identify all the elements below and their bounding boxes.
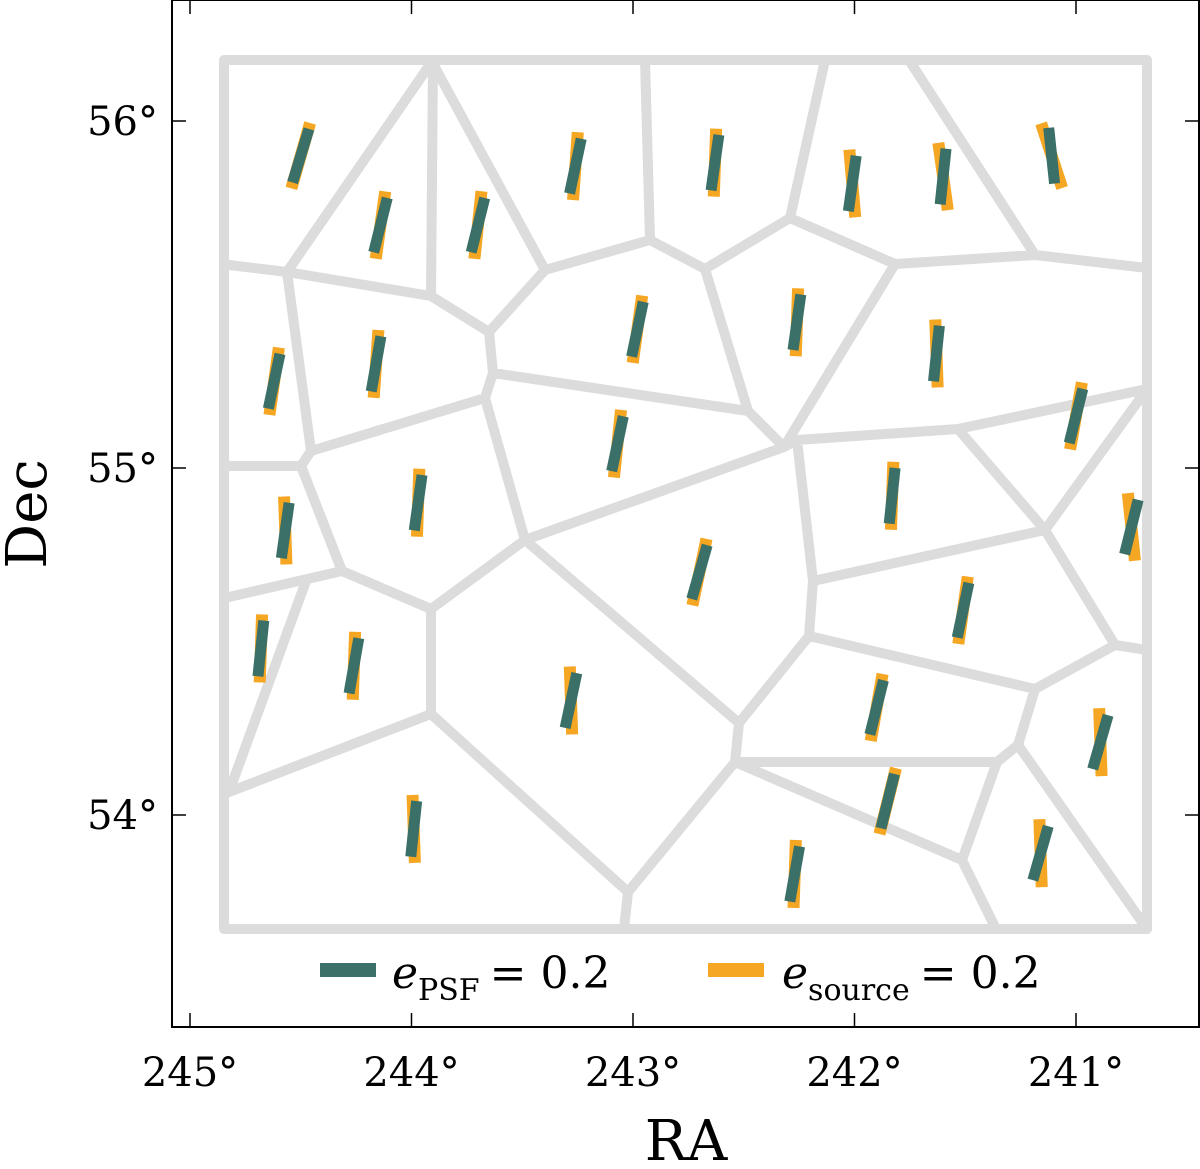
x-tick-label-0: 245° [142, 1050, 238, 1096]
x-tick-label-1: 244° [363, 1050, 459, 1096]
psf-whisker-11 [787, 293, 807, 351]
legend-item-psf: ePSF = 0.2 [320, 948, 610, 1008]
psf-whisker-21 [252, 620, 270, 677]
psf-whisker-20 [951, 581, 975, 639]
psf-whisker-13 [1063, 387, 1089, 445]
psf-whisker-7 [1043, 127, 1061, 185]
psf-whisker-16 [408, 474, 428, 532]
outer-field-boundary [219, 55, 1152, 934]
psf-whisker-6 [934, 148, 952, 205]
legend-psf-value: = 0.2 [490, 948, 611, 999]
psf-whisker-17 [883, 467, 901, 525]
psf-whisker-15 [275, 501, 295, 559]
whisker-marks [252, 121, 1144, 909]
legend: ePSF = 0.2 esource = 0.2 [320, 948, 1041, 1008]
psf-whisker-22 [343, 637, 365, 695]
legend-item-source: esource = 0.2 [708, 948, 1041, 1008]
psf-whisker-5 [842, 154, 862, 212]
legend-source-value: = 0.2 [920, 948, 1041, 999]
svg-text:ePSF= 0.2: ePSF = 0.2 [392, 948, 610, 1008]
psf-whisker-0 [287, 127, 315, 185]
svg-text:esource= 0.2: esource = 0.2 [782, 948, 1041, 1008]
psf-whisker-23 [559, 671, 583, 730]
y-tick-label-1: 55° [87, 446, 158, 492]
psf-whisker-27 [405, 800, 423, 858]
y-tick-label-0: 56° [87, 99, 158, 145]
psf-whisker-1 [368, 196, 393, 254]
psf-whisker-12 [928, 325, 945, 382]
x-axis-title: RA [645, 1109, 728, 1169]
psf-whisker-28 [784, 845, 805, 903]
psf-whisker-26 [875, 772, 900, 830]
psf-whisker-25 [1087, 713, 1114, 771]
y-axis-ticks: 56° 55° 54° [87, 99, 1199, 839]
x-axis-ticks: 245° 244° 243° 242° 241° [142, 0, 1124, 1096]
x-tick-label-3: 242° [806, 1050, 902, 1096]
psf-whisker-2 [465, 196, 491, 254]
legend-psf-base: e [392, 948, 418, 999]
x-tick-label-4: 241° [1028, 1050, 1124, 1096]
psf-whisker-9 [365, 335, 387, 393]
psf-whisker-10 [626, 300, 649, 358]
psf-whisker-18 [1119, 498, 1144, 556]
y-tick-label-2: 54° [87, 793, 158, 839]
legend-source-subscript: source [808, 973, 910, 1008]
x-tick-label-2: 243° [585, 1050, 681, 1096]
psf-whisker-24 [864, 678, 889, 736]
psf-whisker-14 [606, 415, 629, 473]
legend-source-base: e [782, 948, 808, 999]
psf-whisker-29 [1027, 824, 1054, 882]
psf-whisker-3 [564, 137, 587, 195]
psf-whisker-19 [686, 543, 713, 601]
y-axis-title: Dec [0, 459, 60, 568]
plot-frame [171, 0, 1200, 1028]
voronoi-field-boundaries [219, 55, 1152, 934]
cell-edges [224, 55, 1152, 934]
psf-whisker-4 [705, 134, 725, 192]
legend-psf-subscript: PSF [418, 973, 480, 1008]
psf-whisker-8 [262, 352, 286, 410]
